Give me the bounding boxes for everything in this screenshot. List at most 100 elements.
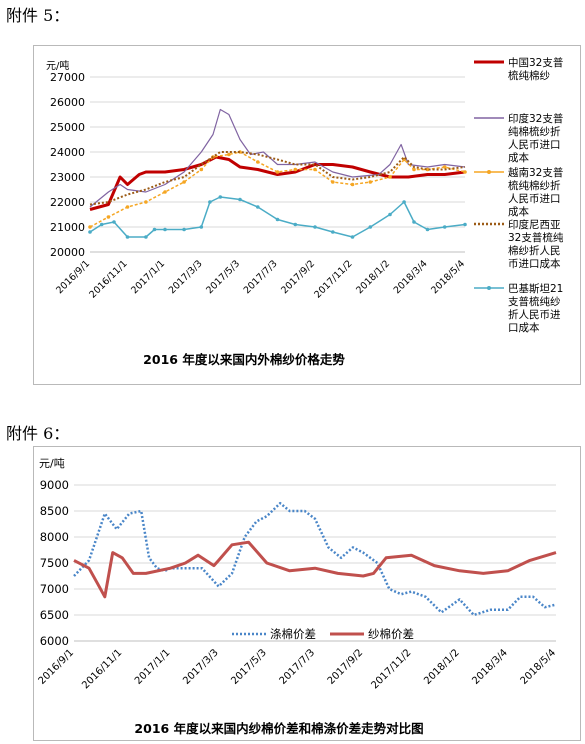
attachment-5-label: 附件 5： xyxy=(6,6,70,25)
series-marker xyxy=(402,200,406,204)
legend-label: 中国32支普梳纯棉纱 xyxy=(508,56,563,82)
series-marker xyxy=(88,225,92,229)
series-marker xyxy=(442,225,447,229)
series-marker xyxy=(412,167,416,172)
series-marker xyxy=(350,182,355,187)
series-marker xyxy=(412,220,416,224)
series-marker xyxy=(256,205,260,209)
series-marker xyxy=(350,235,355,239)
series-marker xyxy=(331,230,335,234)
series-marker xyxy=(199,225,204,229)
series-marker xyxy=(463,170,467,174)
y-tick-label: 27000 xyxy=(50,71,85,84)
attachment-6-label: 附件 6： xyxy=(6,424,70,443)
x-tick-label: 2017/5/3 xyxy=(204,258,242,296)
series-marker xyxy=(182,227,186,232)
x-tick-label: 2017/3/3 xyxy=(181,647,221,687)
x-tick-label: 2017/1/1 xyxy=(129,258,167,296)
series-marker xyxy=(106,215,111,219)
series-marker xyxy=(99,222,104,227)
y-axis-unit: 元/吨 xyxy=(46,59,69,72)
series-marker xyxy=(152,227,157,232)
series-marker xyxy=(368,225,373,229)
series-marker xyxy=(88,230,92,234)
y-tick-label: 8000 xyxy=(40,530,69,544)
chart-panel-spread-trend: 6000 6500 7000 7500 8000 8500 9000 2016/9/1 201… xyxy=(33,446,581,741)
y-tick-label: 6000 xyxy=(40,634,69,648)
series-marker xyxy=(125,235,130,239)
y-tick-label: 23000 xyxy=(50,171,85,184)
series-line xyxy=(89,151,466,206)
series-line xyxy=(89,155,466,211)
series-marker xyxy=(442,165,447,169)
y-tick-label: 8500 xyxy=(40,504,69,518)
series-marker xyxy=(208,200,212,204)
x-tick-label: 2017/11/2 xyxy=(369,647,413,691)
series-marker xyxy=(425,227,430,232)
x-tick-label: 2016/11/1 xyxy=(80,647,124,691)
chart-title: 2016 年度以来国内纱棉价差和棉涤价差走势对比图 xyxy=(134,721,423,736)
series-marker xyxy=(313,225,317,229)
x-tick-label: 2017/9/2 xyxy=(279,258,317,296)
x-tick-label: 2018/3/4 xyxy=(470,647,510,687)
series-marker xyxy=(199,167,204,172)
series-marker xyxy=(368,180,373,184)
y-tick-label: 6500 xyxy=(40,608,69,622)
price-trend-chart: 20000 21000 22000 23000 24000 25000 26000 27000… xyxy=(46,56,564,367)
x-tick-label: 2017/9/2 xyxy=(326,647,366,687)
series-line xyxy=(73,501,557,617)
legend-label: 印度32支普纯棉梳纱折人民币进口成本 xyxy=(508,112,563,164)
series-marker xyxy=(182,180,186,184)
series-marker xyxy=(388,175,392,179)
series-marker xyxy=(218,195,223,199)
x-tick-label: 2018/3/4 xyxy=(392,258,430,296)
series-marker xyxy=(112,220,116,224)
chart-title: 2016 年度以来国内外棉纱价格走势 xyxy=(143,352,345,367)
series-marker xyxy=(256,160,260,164)
x-tick-label: 2018/5/4 xyxy=(519,647,559,687)
series-marker xyxy=(331,180,335,184)
chart-panel-price-trend: 20000 21000 22000 23000 24000 25000 26000 27000… xyxy=(33,45,581,385)
x-tick-label: 2017/1/1 xyxy=(133,647,173,687)
y-tick-label: 20000 xyxy=(50,246,85,259)
series-marker xyxy=(275,170,280,174)
series-line xyxy=(89,108,466,208)
legend-label: 越南32支普梳纯棉纱折人民币进口成本 xyxy=(508,166,563,218)
series-marker xyxy=(227,152,231,157)
x-tick-label: 2017/7/3 xyxy=(278,647,318,687)
x-tick-label: 2018/5/4 xyxy=(429,258,467,296)
series-marker xyxy=(388,212,392,217)
y-tick-label: 21000 xyxy=(50,221,85,234)
series-marker xyxy=(275,217,280,222)
legend-label: 涤棉价差 xyxy=(270,627,316,641)
series-marker xyxy=(463,222,467,227)
series-marker xyxy=(238,197,242,202)
y-tick-label: 9000 xyxy=(40,478,69,492)
y-tick-label: 7500 xyxy=(40,556,69,570)
y-tick-label: 22000 xyxy=(50,196,85,209)
series-marker xyxy=(293,222,298,227)
series-marker xyxy=(144,200,148,204)
series-marker xyxy=(144,235,148,239)
x-tick-label: 2016/9/1 xyxy=(54,258,92,296)
y-tick-label: 25000 xyxy=(50,121,85,134)
legend-marker xyxy=(487,170,491,174)
series-line xyxy=(73,540,557,599)
series-marker xyxy=(125,205,130,209)
x-tick-label: 2018/1/2 xyxy=(422,647,462,687)
x-tick-label: 2017/5/3 xyxy=(229,647,269,687)
y-tick-label: 24000 xyxy=(50,146,85,159)
x-tick-label: 2017/3/3 xyxy=(167,258,205,296)
series-line xyxy=(89,151,466,228)
series-marker xyxy=(163,190,167,194)
x-tick-label: 2018/1/2 xyxy=(354,258,392,296)
legend-label: 印度尼西亚 32支普梳纯棉纱折人民币进口成本 xyxy=(508,218,564,270)
x-tick-label: 2016/9/1 xyxy=(37,647,77,687)
y-tick-label: 7000 xyxy=(40,582,69,596)
x-tick-label: 2017/7/3 xyxy=(242,258,280,296)
y-axis-unit: 元/吨 xyxy=(39,457,65,470)
series-marker xyxy=(293,167,298,172)
series-marker xyxy=(163,227,167,232)
legend-label: 巴基斯坦21 支普梳纯纱折人民币进口成本 xyxy=(508,282,563,334)
